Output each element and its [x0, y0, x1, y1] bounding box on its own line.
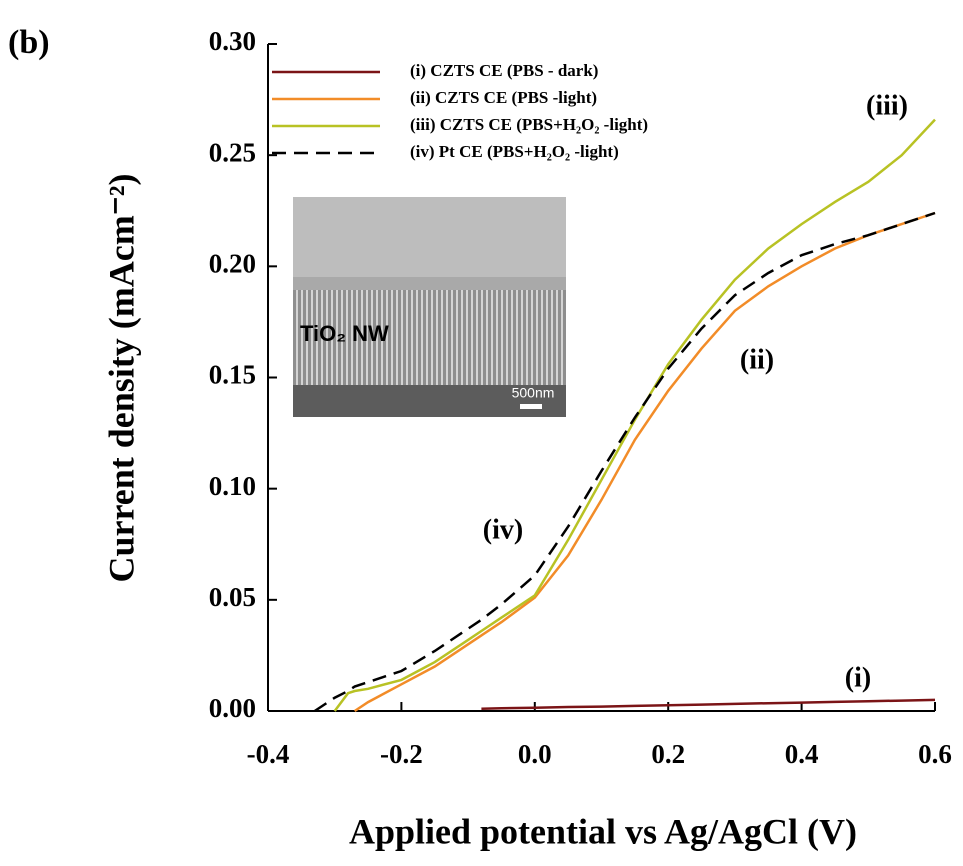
- inset-image: [293, 197, 566, 417]
- legend-label: (i) CZTS CE (PBS - dark): [410, 61, 598, 80]
- y-tick-label: 0.00: [209, 693, 256, 723]
- annotation: (iii): [866, 90, 908, 121]
- x-axis-label: Applied potential vs Ag/AgCl (V): [349, 811, 857, 851]
- series-line: [354, 211, 936, 713]
- x-tick-label: 0.6: [918, 739, 952, 769]
- annotation: (ii): [740, 344, 774, 375]
- annotation: (iv): [483, 514, 523, 545]
- y-tick-label: 0.25: [209, 137, 256, 167]
- series-line: [314, 211, 936, 713]
- x-tick-label: 0.4: [785, 739, 819, 769]
- legend-label: (iv) Pt CE (PBS+H₂O₂ -light): [410, 142, 619, 161]
- x-tick-label: -0.2: [380, 739, 423, 769]
- series-line: [481, 698, 936, 711]
- annotation: (i): [845, 662, 871, 693]
- y-tick-label: 0.05: [209, 582, 256, 612]
- y-axis-label: Current density (mAcm⁻²): [101, 173, 141, 582]
- y-tick-label: 0.30: [209, 26, 256, 56]
- inset-label: TiO₂ NW: [300, 321, 389, 346]
- x-tick-label: 0.0: [518, 739, 552, 769]
- y-tick-label: 0.10: [209, 471, 256, 501]
- x-tick-label: -0.4: [247, 739, 290, 769]
- y-tick-label: 0.15: [209, 360, 256, 390]
- legend-label: (iii) CZTS CE (PBS+H₂O₂ -light): [410, 115, 648, 134]
- scale-bar-label: 500nm: [512, 385, 555, 401]
- legend-label: (ii) CZTS CE (PBS -light): [410, 88, 597, 107]
- panel-label: (b): [8, 24, 50, 61]
- x-tick-label: 0.2: [651, 739, 685, 769]
- y-tick-label: 0.20: [209, 249, 256, 279]
- series-line: [333, 118, 936, 712]
